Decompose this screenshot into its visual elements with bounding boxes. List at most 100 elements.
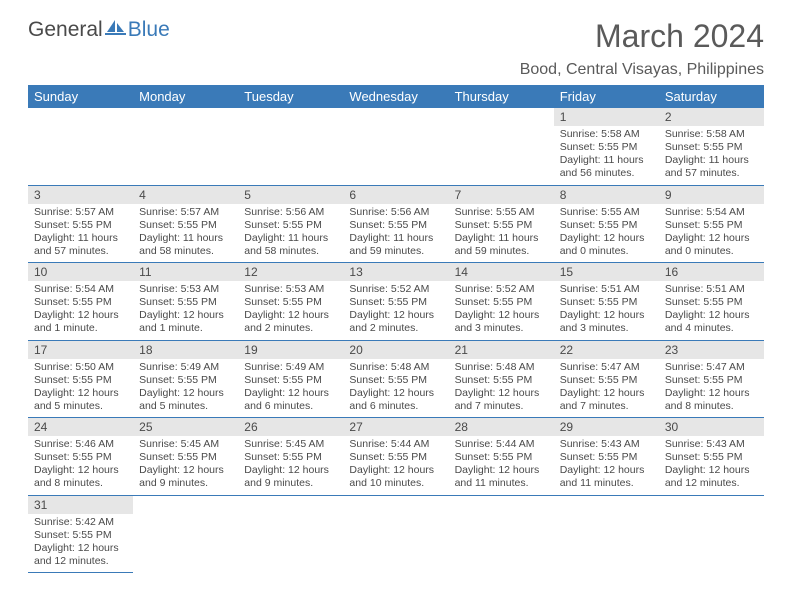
- day-number: 14: [449, 263, 554, 281]
- sunrise-line: Sunrise: 5:57 AM: [139, 206, 232, 219]
- sunrise-line: Sunrise: 5:53 AM: [244, 283, 337, 296]
- location: Bood, Central Visayas, Philippines: [0, 61, 792, 85]
- sunset-line: Sunset: 5:55 PM: [560, 219, 653, 232]
- day-number: 31: [28, 496, 133, 514]
- day-number: 16: [659, 263, 764, 281]
- logo-text-blue: Blue: [128, 18, 170, 42]
- day-body: Sunrise: 5:49 AMSunset: 5:55 PMDaylight:…: [238, 359, 343, 418]
- weekday-header-row: Sunday Monday Tuesday Wednesday Thursday…: [28, 85, 764, 108]
- day-number: 20: [343, 341, 448, 359]
- day-number: 30: [659, 418, 764, 436]
- sunset-line: Sunset: 5:55 PM: [34, 451, 127, 464]
- daylight-line: Daylight: 12 hours and 2 minutes.: [244, 309, 337, 335]
- day-body: Sunrise: 5:49 AMSunset: 5:55 PMDaylight:…: [133, 359, 238, 418]
- sunrise-line: Sunrise: 5:48 AM: [349, 361, 442, 374]
- day-body: Sunrise: 5:54 AMSunset: 5:55 PMDaylight:…: [28, 281, 133, 340]
- sunrise-line: Sunrise: 5:56 AM: [244, 206, 337, 219]
- sunset-line: Sunset: 5:55 PM: [34, 296, 127, 309]
- calendar-row: 31Sunrise: 5:42 AMSunset: 5:55 PMDayligh…: [28, 495, 764, 573]
- sunset-line: Sunset: 5:55 PM: [349, 374, 442, 387]
- sunset-line: Sunset: 5:55 PM: [560, 451, 653, 464]
- calendar-cell: 22Sunrise: 5:47 AMSunset: 5:55 PMDayligh…: [554, 340, 659, 418]
- sunset-line: Sunset: 5:55 PM: [665, 219, 758, 232]
- day-number: 27: [343, 418, 448, 436]
- weekday-header: Thursday: [449, 85, 554, 108]
- day-body: Sunrise: 5:45 AMSunset: 5:55 PMDaylight:…: [238, 436, 343, 495]
- sunset-line: Sunset: 5:55 PM: [349, 451, 442, 464]
- sunrise-line: Sunrise: 5:50 AM: [34, 361, 127, 374]
- day-number: 2: [659, 108, 764, 126]
- sunset-line: Sunset: 5:55 PM: [244, 374, 337, 387]
- day-body: Sunrise: 5:57 AMSunset: 5:55 PMDaylight:…: [28, 204, 133, 263]
- day-number: 25: [133, 418, 238, 436]
- sunset-line: Sunset: 5:55 PM: [665, 374, 758, 387]
- sunrise-line: Sunrise: 5:51 AM: [665, 283, 758, 296]
- calendar-cell: 6Sunrise: 5:56 AMSunset: 5:55 PMDaylight…: [343, 185, 448, 263]
- sunset-line: Sunset: 5:55 PM: [139, 296, 232, 309]
- daylight-line: Daylight: 11 hours and 58 minutes.: [139, 232, 232, 258]
- daylight-line: Daylight: 12 hours and 9 minutes.: [139, 464, 232, 490]
- sunrise-line: Sunrise: 5:47 AM: [560, 361, 653, 374]
- day-body: Sunrise: 5:48 AMSunset: 5:55 PMDaylight:…: [449, 359, 554, 418]
- calendar-row: 3Sunrise: 5:57 AMSunset: 5:55 PMDaylight…: [28, 185, 764, 263]
- calendar-cell: 30Sunrise: 5:43 AMSunset: 5:55 PMDayligh…: [659, 418, 764, 496]
- daylight-line: Daylight: 12 hours and 8 minutes.: [34, 464, 127, 490]
- day-number: 5: [238, 186, 343, 204]
- month-title: March 2024: [595, 18, 764, 55]
- calendar-cell: [238, 495, 343, 573]
- daylight-line: Daylight: 11 hours and 57 minutes.: [665, 154, 758, 180]
- sunrise-line: Sunrise: 5:44 AM: [349, 438, 442, 451]
- sunrise-line: Sunrise: 5:54 AM: [34, 283, 127, 296]
- day-number: 19: [238, 341, 343, 359]
- day-body: Sunrise: 5:53 AMSunset: 5:55 PMDaylight:…: [238, 281, 343, 340]
- day-number: 21: [449, 341, 554, 359]
- sunset-line: Sunset: 5:55 PM: [455, 219, 548, 232]
- sunset-line: Sunset: 5:55 PM: [244, 451, 337, 464]
- day-body: Sunrise: 5:56 AMSunset: 5:55 PMDaylight:…: [238, 204, 343, 263]
- daylight-line: Daylight: 11 hours and 56 minutes.: [560, 154, 653, 180]
- calendar-cell: [449, 495, 554, 573]
- logo-text-general: General: [28, 18, 103, 42]
- daylight-line: Daylight: 12 hours and 11 minutes.: [455, 464, 548, 490]
- day-body: Sunrise: 5:58 AMSunset: 5:55 PMDaylight:…: [659, 126, 764, 185]
- sunrise-line: Sunrise: 5:46 AM: [34, 438, 127, 451]
- calendar-cell: 1Sunrise: 5:58 AMSunset: 5:55 PMDaylight…: [554, 108, 659, 185]
- daylight-line: Daylight: 12 hours and 3 minutes.: [560, 309, 653, 335]
- calendar-cell: [449, 108, 554, 185]
- daylight-line: Daylight: 12 hours and 5 minutes.: [139, 387, 232, 413]
- calendar-cell: 20Sunrise: 5:48 AMSunset: 5:55 PMDayligh…: [343, 340, 448, 418]
- calendar-row: 24Sunrise: 5:46 AMSunset: 5:55 PMDayligh…: [28, 418, 764, 496]
- calendar-cell: [343, 495, 448, 573]
- day-body: Sunrise: 5:52 AMSunset: 5:55 PMDaylight:…: [343, 281, 448, 340]
- sunrise-line: Sunrise: 5:47 AM: [665, 361, 758, 374]
- calendar-cell: [659, 495, 764, 573]
- day-number: 10: [28, 263, 133, 281]
- daylight-line: Daylight: 12 hours and 12 minutes.: [665, 464, 758, 490]
- day-body: Sunrise: 5:43 AMSunset: 5:55 PMDaylight:…: [659, 436, 764, 495]
- sunrise-line: Sunrise: 5:55 AM: [560, 206, 653, 219]
- sunrise-line: Sunrise: 5:53 AM: [139, 283, 232, 296]
- calendar-cell: [133, 495, 238, 573]
- day-number: 15: [554, 263, 659, 281]
- calendar-cell: [28, 108, 133, 185]
- daylight-line: Daylight: 12 hours and 6 minutes.: [244, 387, 337, 413]
- calendar-row: 10Sunrise: 5:54 AMSunset: 5:55 PMDayligh…: [28, 263, 764, 341]
- calendar-cell: 24Sunrise: 5:46 AMSunset: 5:55 PMDayligh…: [28, 418, 133, 496]
- day-body: Sunrise: 5:51 AMSunset: 5:55 PMDaylight:…: [659, 281, 764, 340]
- day-number: 23: [659, 341, 764, 359]
- daylight-line: Daylight: 12 hours and 0 minutes.: [665, 232, 758, 258]
- day-number: 26: [238, 418, 343, 436]
- sunrise-line: Sunrise: 5:52 AM: [349, 283, 442, 296]
- day-body: Sunrise: 5:42 AMSunset: 5:55 PMDaylight:…: [28, 514, 133, 573]
- daylight-line: Daylight: 11 hours and 57 minutes.: [34, 232, 127, 258]
- calendar-cell: 15Sunrise: 5:51 AMSunset: 5:55 PMDayligh…: [554, 263, 659, 341]
- sunset-line: Sunset: 5:55 PM: [560, 374, 653, 387]
- day-body: Sunrise: 5:45 AMSunset: 5:55 PMDaylight:…: [133, 436, 238, 495]
- calendar-cell: 5Sunrise: 5:56 AMSunset: 5:55 PMDaylight…: [238, 185, 343, 263]
- daylight-line: Daylight: 12 hours and 8 minutes.: [665, 387, 758, 413]
- daylight-line: Daylight: 12 hours and 7 minutes.: [455, 387, 548, 413]
- header: General Blue March 2024: [0, 0, 792, 61]
- sunset-line: Sunset: 5:55 PM: [665, 141, 758, 154]
- calendar-cell: 4Sunrise: 5:57 AMSunset: 5:55 PMDaylight…: [133, 185, 238, 263]
- daylight-line: Daylight: 11 hours and 59 minutes.: [455, 232, 548, 258]
